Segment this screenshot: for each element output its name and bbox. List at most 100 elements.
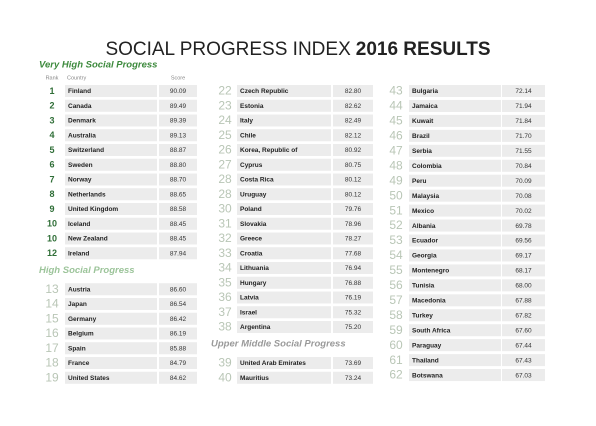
country: Malaysia	[412, 193, 439, 200]
score-cell	[502, 99, 545, 112]
rank: 17	[45, 341, 59, 355]
score-cell	[333, 144, 373, 156]
score-cell	[502, 204, 545, 217]
score: 73.24	[345, 375, 362, 382]
country-cell	[237, 158, 331, 171]
score: 70.84	[515, 163, 532, 170]
section-heading: Upper Middle Social Progress	[211, 339, 346, 350]
score: 88.58	[170, 206, 187, 213]
score-cell	[333, 129, 373, 142]
country-cell	[65, 232, 157, 245]
country: Kuwait	[412, 118, 434, 125]
score-cell	[159, 342, 197, 355]
country-cell	[409, 129, 501, 142]
score-cell	[159, 129, 197, 142]
rank: 35	[218, 275, 232, 289]
score: 88.65	[170, 191, 187, 198]
country-cell	[65, 188, 157, 201]
score-cell	[159, 144, 197, 156]
score-cell	[159, 371, 197, 384]
country: New Zealand	[68, 236, 108, 243]
rank: 18	[45, 356, 59, 370]
country: Latvia	[240, 295, 259, 302]
score-cell	[333, 188, 373, 201]
country-cell	[409, 309, 501, 322]
country-cell	[237, 357, 331, 369]
rank: 8	[49, 189, 54, 199]
country: Croatia	[240, 250, 263, 257]
country: Austria	[68, 286, 91, 293]
rank: 2	[49, 101, 54, 111]
score-cell	[333, 99, 373, 112]
country-cell	[409, 219, 501, 232]
country: Lithuania	[240, 265, 269, 272]
score-cell	[502, 159, 545, 172]
score-cell	[159, 158, 197, 171]
country: Montenegro	[412, 268, 449, 275]
country: Greece	[240, 236, 262, 243]
country-cell	[65, 283, 157, 296]
country-cell	[237, 306, 331, 319]
country-cell	[409, 174, 501, 187]
rank: 50	[389, 188, 403, 202]
column-header: Score	[171, 75, 185, 81]
score: 88.45	[170, 221, 187, 228]
country: Colombia	[412, 163, 442, 170]
score-cell	[159, 327, 197, 340]
score-cell	[333, 217, 373, 230]
country-cell	[65, 298, 157, 310]
rank: 36	[218, 290, 232, 304]
score: 89.49	[170, 103, 187, 110]
country-cell	[237, 99, 331, 112]
score: 80.92	[345, 147, 362, 154]
rank: 30	[218, 202, 232, 216]
rank: 6	[49, 160, 54, 170]
country-cell	[65, 312, 157, 325]
rank: 40	[218, 370, 232, 384]
country: Czech Republic	[240, 88, 289, 95]
country: Hungary	[240, 280, 267, 287]
country: Albania	[412, 223, 436, 230]
country-cell	[65, 203, 157, 215]
score: 88.45	[170, 236, 187, 243]
score-cell	[333, 232, 373, 245]
country-cell	[237, 262, 331, 274]
rank: 58	[389, 308, 403, 322]
score-cell	[502, 249, 545, 262]
rank: 48	[389, 158, 403, 172]
score-cell	[502, 189, 545, 202]
country-cell	[409, 369, 501, 382]
score-cell	[333, 85, 373, 97]
score-cell	[159, 85, 197, 97]
score: 80.12	[345, 191, 362, 198]
rank: 44	[389, 99, 403, 113]
score-cell	[502, 309, 545, 322]
rank: 53	[389, 233, 403, 247]
score: 67.44	[515, 342, 532, 349]
rank: 60	[389, 338, 403, 352]
score-cell	[159, 203, 197, 215]
score-cell	[159, 283, 197, 296]
score-cell	[502, 234, 545, 247]
score: 88.70	[170, 177, 187, 184]
rank: 3	[49, 115, 54, 125]
country: Chile	[240, 132, 256, 139]
rank: 39	[218, 356, 232, 370]
score: 86.54	[170, 301, 187, 308]
score-cell	[502, 354, 545, 367]
score-cell	[159, 232, 197, 245]
country-cell	[65, 327, 157, 340]
country: Costa Rica	[240, 177, 274, 184]
score-cell	[333, 173, 373, 186]
rank: 4	[49, 130, 54, 140]
score-cell	[502, 144, 545, 157]
country-cell	[237, 114, 331, 127]
country-cell	[237, 232, 331, 245]
score-cell	[333, 291, 373, 304]
score: 88.80	[170, 162, 187, 169]
rank: 25	[218, 128, 232, 142]
country: Norway	[68, 177, 92, 184]
country: Turkey	[412, 312, 433, 319]
score: 89.13	[170, 132, 187, 139]
score: 71.94	[515, 103, 532, 110]
